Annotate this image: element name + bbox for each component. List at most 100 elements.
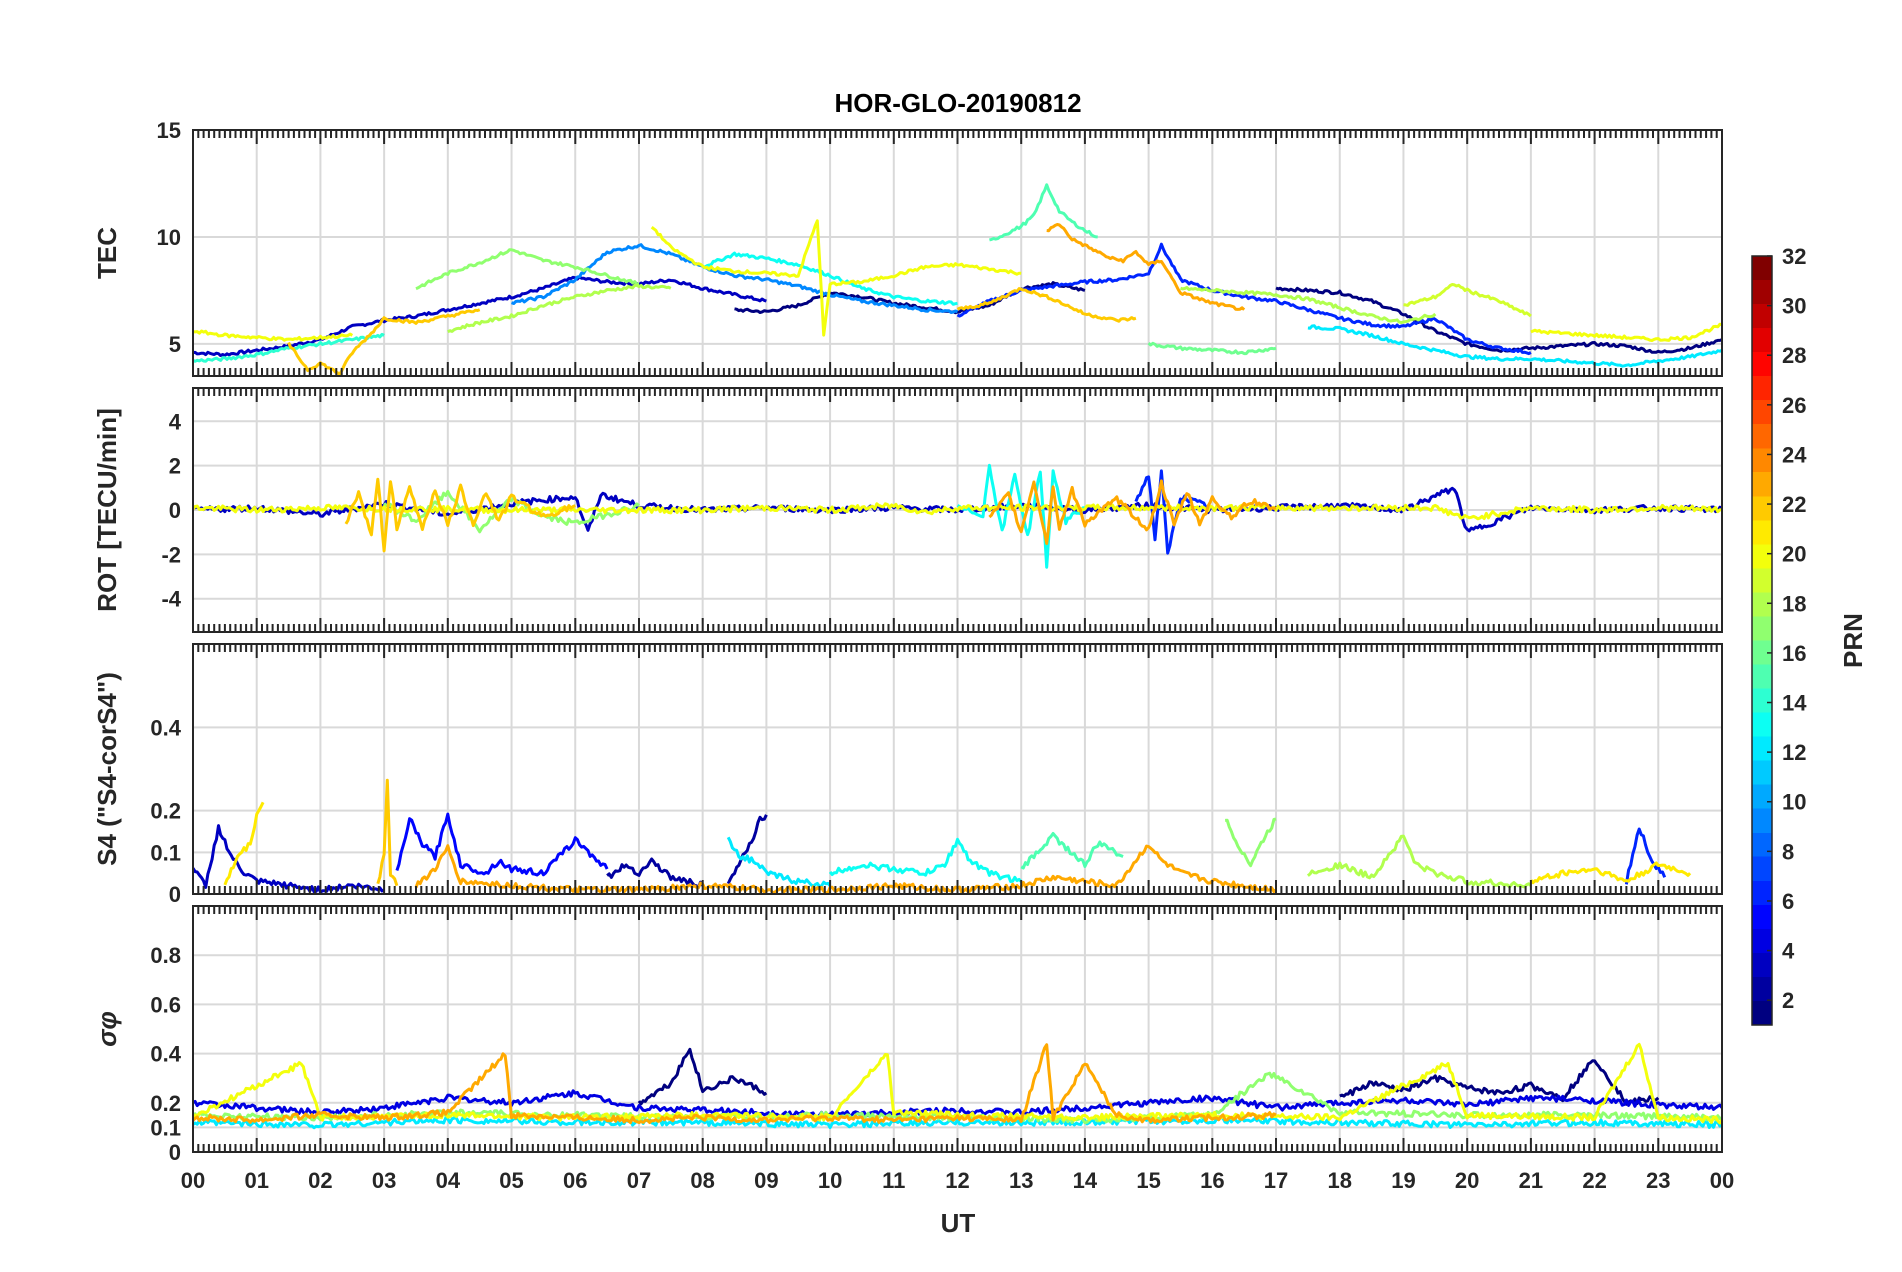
x-tick-label: 02 <box>308 1168 332 1193</box>
series-line-prn-12 <box>193 1115 1722 1130</box>
y-tick-label: 0 <box>169 498 181 523</box>
x-tick-label: 19 <box>1391 1168 1415 1193</box>
x-tick-label: 05 <box>499 1168 523 1193</box>
colorbar-tick-label: 22 <box>1782 492 1806 517</box>
y-tick-label: -4 <box>161 587 181 612</box>
series-line-prn-20 <box>193 502 1722 521</box>
colorbar-tick-label: 10 <box>1782 790 1806 815</box>
x-tick-label: 10 <box>818 1168 842 1193</box>
y-tick-label: 5 <box>169 332 181 357</box>
panel-tec: 5 10 15 TEC <box>92 118 1723 377</box>
y-tick-label: 4 <box>169 409 182 434</box>
series-line-prn-23 <box>1046 223 1246 311</box>
y-tick-label: -2 <box>161 542 181 567</box>
panel-rot: -4 -2 0 2 4 ROT [TECU/min] <box>92 387 1723 633</box>
x-ticks-s4 <box>192 644 1723 894</box>
x-tick-label: 16 <box>1200 1168 1224 1193</box>
series-line-prn-6 <box>956 242 1532 356</box>
y-tick-label: 0 <box>169 1140 181 1165</box>
series-line-prn-2 <box>606 857 704 889</box>
colorbar-tick-label: 6 <box>1782 889 1794 914</box>
x-ticks-rot <box>192 388 1723 632</box>
colorbar-label: PRN <box>1838 613 1868 668</box>
x-tick-label: 03 <box>372 1168 396 1193</box>
x-tick-label: 01 <box>244 1168 268 1193</box>
chart-title: HOR-GLO-20190812 <box>834 88 1081 118</box>
y-tick-label: 10 <box>157 225 181 250</box>
y-axis-label-rot: ROT [TECU/min] <box>92 408 122 612</box>
series-line-prn-18 <box>447 283 672 334</box>
x-axis-label: UT <box>941 1208 976 1238</box>
series-line-prn-2 <box>726 814 768 885</box>
x-tick-label: 23 <box>1646 1168 1670 1193</box>
series-line-prn-13 <box>828 837 1023 883</box>
y-tick-label: 0.2 <box>150 1091 181 1116</box>
x-tick-label: 09 <box>754 1168 778 1193</box>
series-line-prn-1 <box>734 281 1086 315</box>
colorbar-tick-label: 8 <box>1782 839 1794 864</box>
series-line-prn-16 <box>1147 341 1277 356</box>
series-line-prn-20 <box>1530 322 1722 342</box>
series-line-prn-1 <box>1275 286 1722 354</box>
series-line-prn-20 <box>650 219 1022 337</box>
panel-s4: 0 0.1 0.2 0.4 S4 ("S4-corS4") <box>92 643 1723 907</box>
x-tick-label: 13 <box>1009 1168 1033 1193</box>
series-line-prn-23 <box>988 479 1277 545</box>
colorbar-tick-label: 14 <box>1782 691 1807 716</box>
x-tick-label: 06 <box>563 1168 587 1193</box>
x-tick-label: 07 <box>627 1168 651 1193</box>
series-line-prn-15 <box>989 183 1098 242</box>
series-line-prn-17 <box>1225 817 1277 868</box>
series-line-prn-13 <box>702 251 958 306</box>
series-line-prn-15 <box>1020 832 1124 870</box>
series-line-prn-1 <box>1339 1059 1660 1106</box>
series-line-prn-18 <box>1180 285 1437 325</box>
series-line-prn-20 <box>193 329 354 342</box>
y-tick-label: 0 <box>169 882 181 907</box>
series-group-sigma <box>193 1042 1722 1130</box>
x-tick-label: 14 <box>1073 1168 1098 1193</box>
y-axis-label-tec: TEC <box>92 227 122 279</box>
x-tick-label: 00 <box>181 1168 205 1193</box>
x-tick-label: 17 <box>1264 1168 1288 1193</box>
colorbar-tick-label: 24 <box>1782 442 1807 467</box>
colorbar-tick-label: 2 <box>1782 988 1794 1013</box>
x-ticks-tec <box>192 130 1723 376</box>
y-tick-label: 0.1 <box>150 840 181 865</box>
series-line-prn-19 <box>1403 283 1532 318</box>
x-tick-label: 20 <box>1455 1168 1479 1193</box>
x-ticks-sigma <box>192 906 1723 1152</box>
x-tick-label: 12 <box>945 1168 969 1193</box>
series-line-prn-17 <box>415 248 639 291</box>
series-group-tec <box>193 183 1722 376</box>
y-tick-label: 0.6 <box>150 992 181 1017</box>
series-line-prn-12 <box>1307 324 1722 368</box>
colorbar-tick-label: 30 <box>1782 294 1806 319</box>
y-tick-label: 0.4 <box>150 715 181 740</box>
y-tick-label: 15 <box>157 118 181 143</box>
colorbar-tick-label: 4 <box>1782 939 1795 964</box>
x-tick-label: 18 <box>1328 1168 1352 1193</box>
series-line-prn-23 <box>193 1043 1277 1125</box>
series-line-prn-22 <box>344 477 576 553</box>
colorbar-tick-label: 26 <box>1782 393 1806 418</box>
series-line-prn-5 <box>395 812 609 877</box>
x-tick-label: 22 <box>1582 1168 1606 1193</box>
y-tick-label: 0.4 <box>150 1042 181 1067</box>
y-axis-label-s4: S4 ("S4-corS4") <box>92 672 122 866</box>
series-line-prn-22 <box>956 287 1137 323</box>
series-line-prn-18 <box>1306 834 1532 889</box>
x-tick-label: 11 <box>882 1168 905 1193</box>
x-tick-label: 15 <box>1136 1168 1160 1193</box>
y-axis-label-sigma: σφ <box>92 1011 122 1047</box>
colorbar-tick-label: 28 <box>1782 343 1806 368</box>
colorbar-tick-label: 32 <box>1782 244 1806 269</box>
colorbar-tick-label: 20 <box>1782 542 1806 567</box>
series-line-prn-22 <box>376 778 399 887</box>
y-tick-label: 0.8 <box>150 943 181 968</box>
y-tick-label: 0.1 <box>150 1115 181 1140</box>
y-tick-label: 0.2 <box>150 799 181 824</box>
